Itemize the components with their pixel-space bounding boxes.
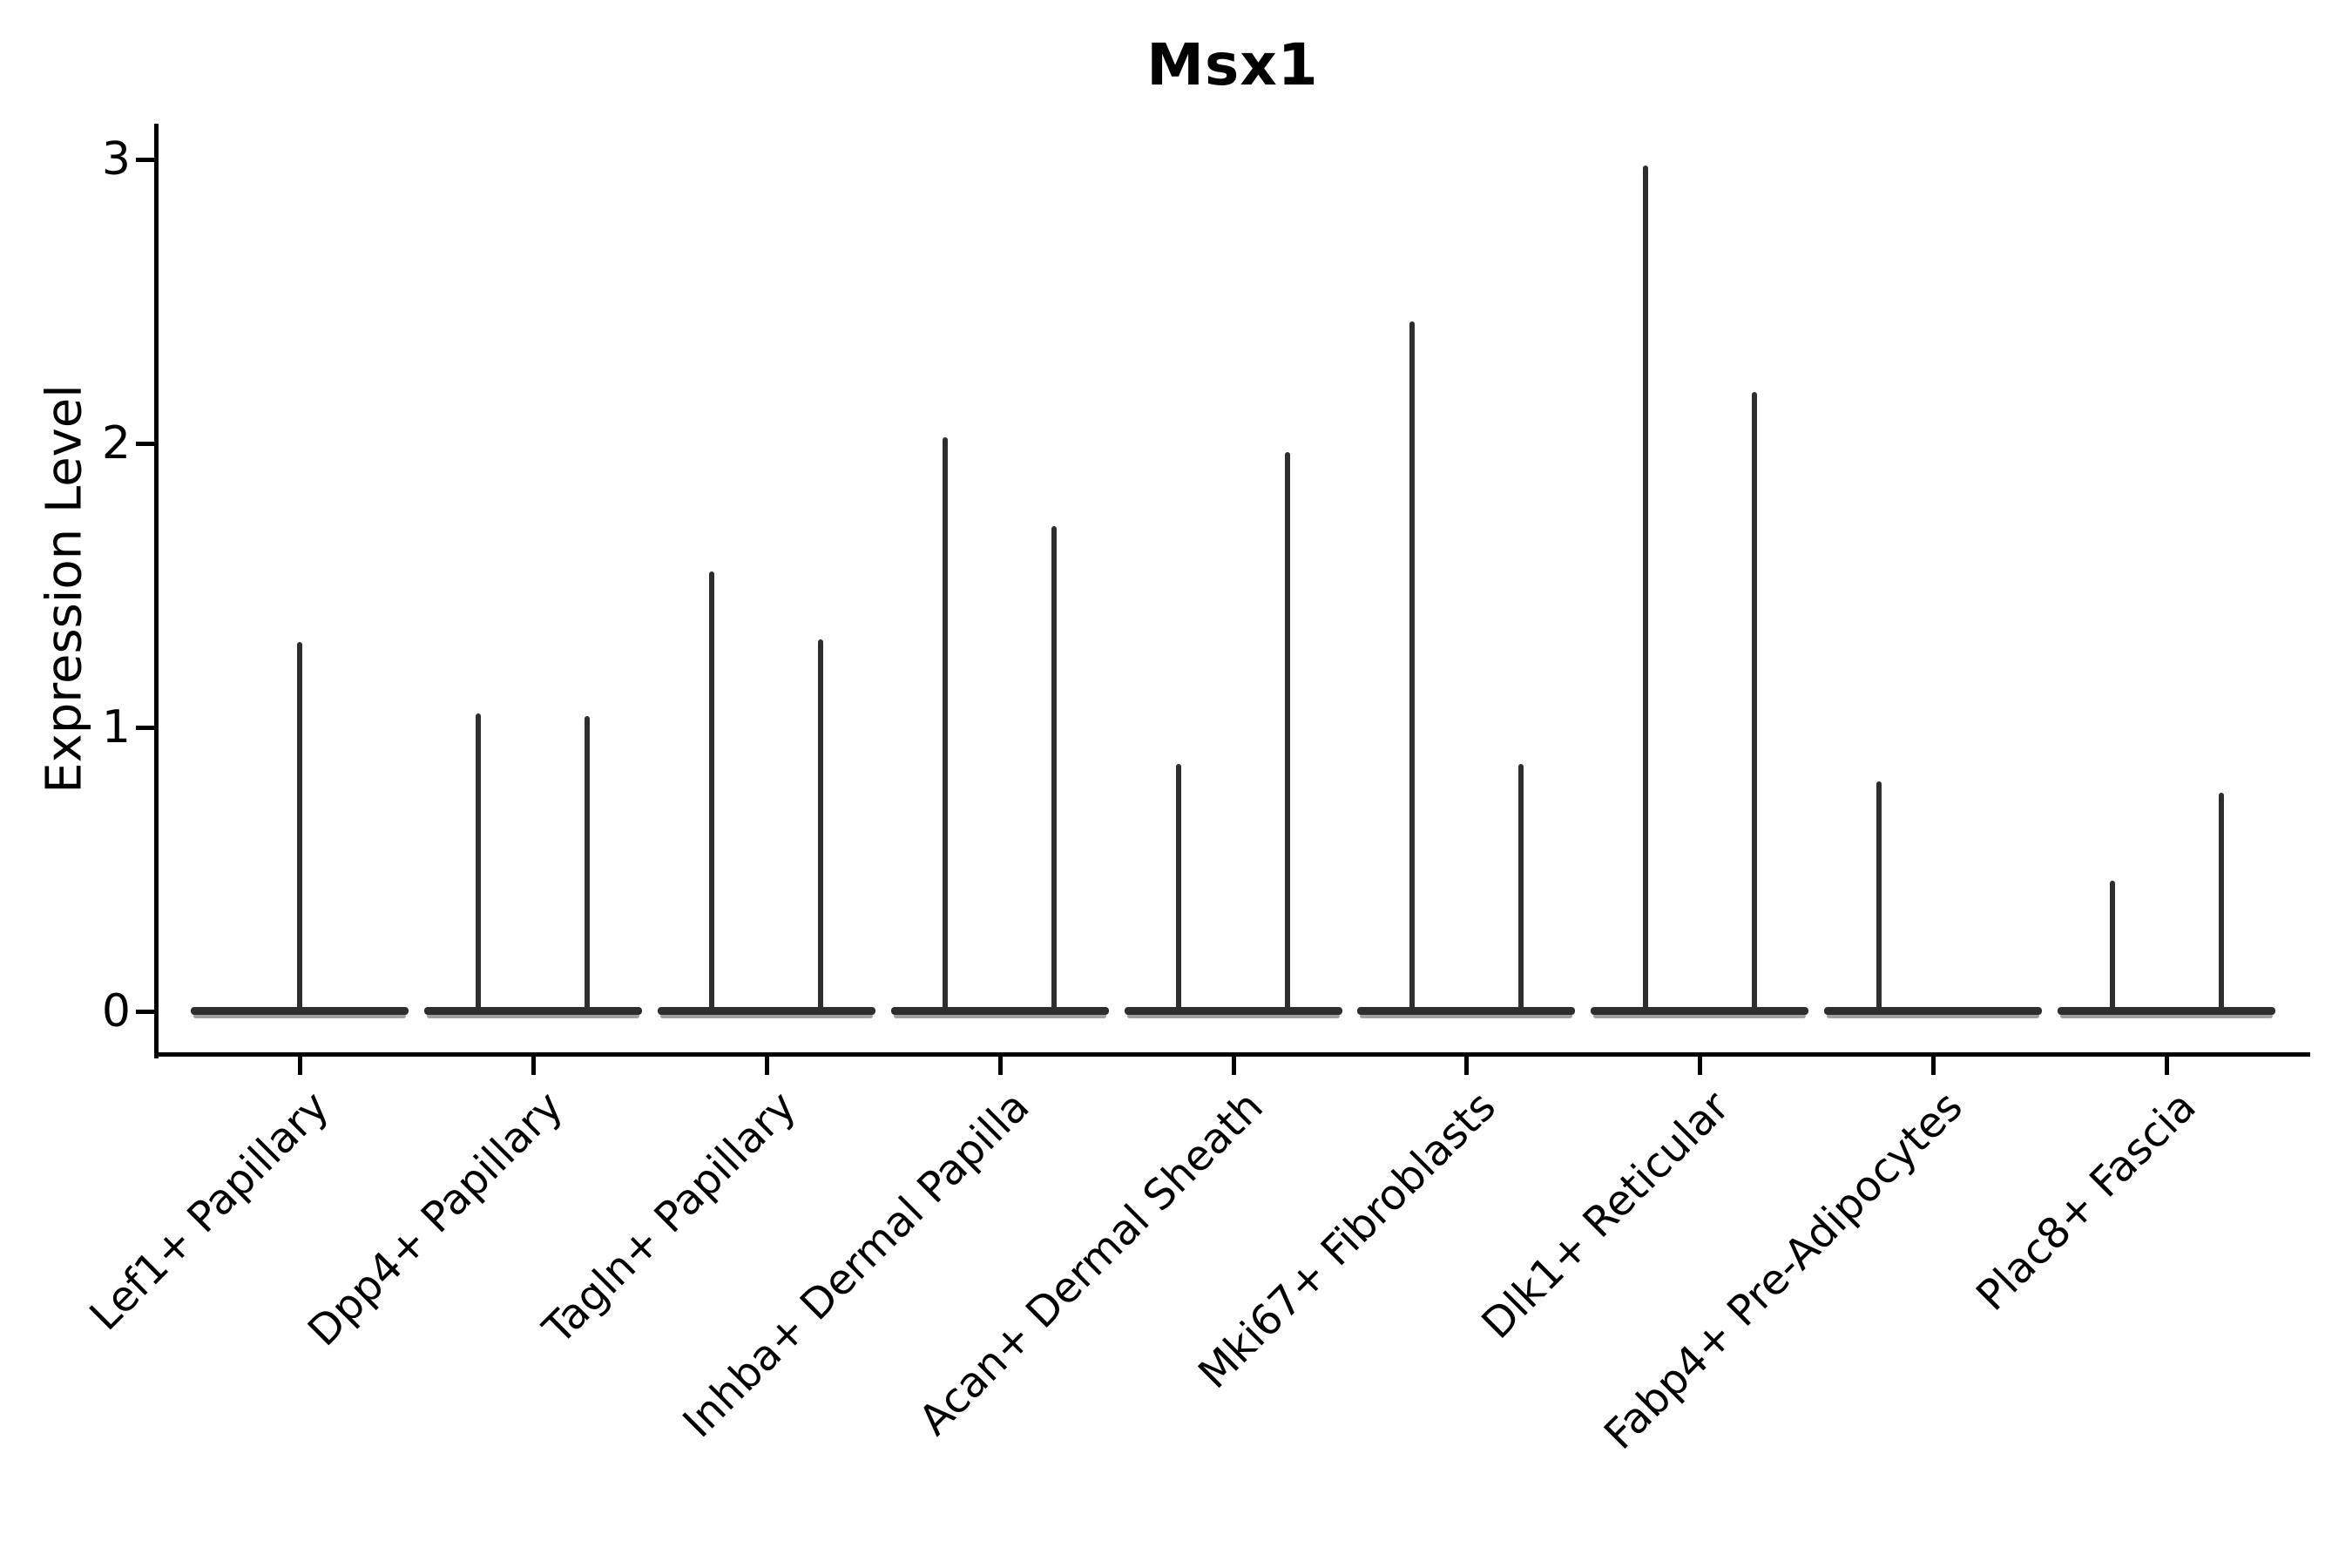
violin-tail	[943, 437, 949, 1011]
violin-tail	[818, 639, 824, 1011]
y-tick-mark	[136, 158, 155, 162]
x-tick-label: Tagln+ Papillary	[533, 1082, 806, 1354]
violin-body	[423, 1007, 642, 1015]
violin-body	[2058, 1007, 2275, 1015]
violin-body-shadow	[893, 1014, 1106, 1018]
violin-tail	[585, 715, 591, 1011]
violin-tail	[476, 713, 482, 1011]
x-tick-mark	[2165, 1056, 2169, 1075]
violin-body	[1591, 1007, 1809, 1015]
x-tick-mark	[764, 1056, 769, 1075]
violin-tail	[1751, 392, 1757, 1011]
x-tick-label: Lef1+ Papillary	[80, 1082, 339, 1341]
violin-body-shadow	[1126, 1014, 1340, 1018]
y-tick-mark	[136, 442, 155, 446]
violin-tail	[1517, 764, 1524, 1011]
violin-body	[657, 1007, 875, 1015]
violin-tail	[297, 642, 302, 1011]
violin-body-shadow	[193, 1014, 406, 1018]
x-tick-mark	[1698, 1056, 1703, 1075]
violin-tail	[1642, 165, 1648, 1011]
violin-tail	[2109, 881, 2115, 1011]
violin-tail	[1176, 764, 1181, 1011]
x-tick-label: Dlk1+ Reticular	[1472, 1082, 1740, 1348]
y-tick-label: 3	[101, 133, 131, 186]
y-axis-spine	[154, 124, 159, 1058]
violin-body-shadow	[659, 1014, 873, 1018]
violin-tail	[1876, 781, 1882, 1011]
x-tick-mark	[1931, 1056, 1936, 1075]
x-tick-label: Plac8+ Fascia	[1967, 1082, 2206, 1321]
x-tick-mark	[1231, 1056, 1236, 1075]
x-tick-mark	[298, 1056, 302, 1075]
violin-body	[1357, 1007, 1576, 1015]
y-tick-mark	[136, 726, 155, 730]
violin-body-shadow	[426, 1014, 639, 1018]
y-tick-label: 2	[101, 417, 131, 470]
violin-tail	[709, 571, 715, 1011]
x-tick-mark	[531, 1056, 536, 1075]
violin-tail	[1285, 451, 1290, 1011]
y-tick-label: 1	[101, 701, 131, 754]
x-tick-mark	[1464, 1056, 1470, 1075]
violin-body-shadow	[1827, 1014, 2040, 1018]
violin-body	[1824, 1007, 2043, 1015]
violin-tail	[2218, 792, 2224, 1011]
x-axis-spine	[154, 1052, 2310, 1057]
y-tick-label: 0	[101, 985, 131, 1037]
x-tick-label: Dpp4+ Papillary	[298, 1082, 572, 1356]
violin-tail	[1409, 321, 1415, 1011]
violin-body	[890, 1007, 1109, 1015]
violin-body-shadow	[1360, 1014, 1573, 1018]
x-tick-mark	[997, 1056, 1003, 1075]
y-tick-mark	[136, 1010, 155, 1014]
violin-body	[1124, 1007, 1342, 1015]
violin-body-shadow	[1593, 1014, 1807, 1018]
violin-tail	[1051, 525, 1058, 1011]
violin-body-shadow	[2060, 1014, 2273, 1018]
plot-title: Msx1	[1146, 31, 1319, 98]
